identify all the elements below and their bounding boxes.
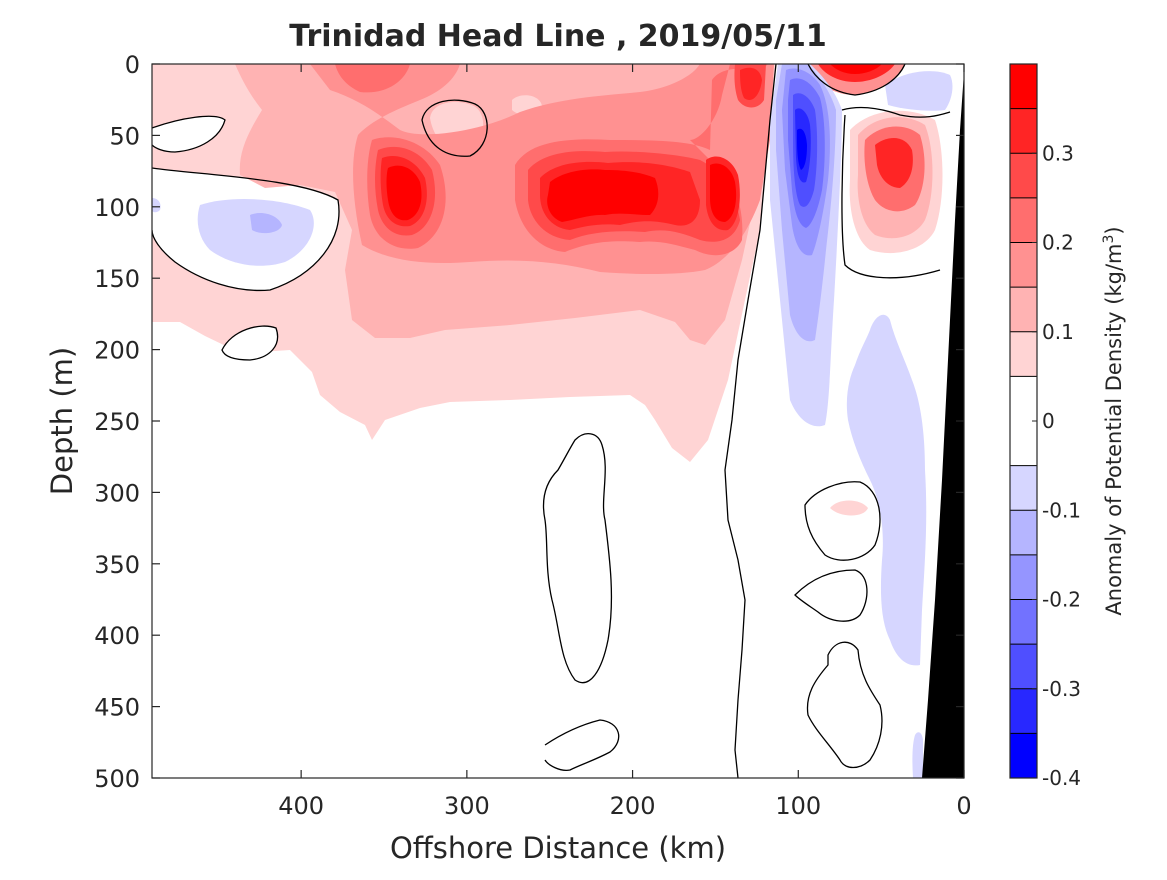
y-tick-label: 400 [94,622,140,650]
colorbar-swatch [1010,733,1037,778]
anomaly-region-neg-coast-top [885,71,953,111]
anomaly-region-coast-top-core2 [830,64,882,74]
zero-contour-8 [542,433,613,684]
colorbar-swatch [1010,197,1037,243]
x-axis: 400 300 200 100 0 [278,64,972,820]
x-tick-label: 0 [956,792,971,820]
colorbar-swatch [1010,242,1037,288]
zero-contour-2 [152,167,340,292]
zero-contour-4 [421,99,488,157]
zero-contour-12 [806,641,883,769]
colorbar-tick-label: -0.2 [1042,588,1081,612]
colorbar-swatch [1010,64,1037,109]
y-tick-label: 0 [125,51,140,79]
colorbar-swatch [1010,287,1037,332]
y-tick-label: 350 [94,551,140,579]
white-hole-4 [222,326,278,360]
y-tick-label: 100 [94,194,140,222]
colorbar-swatch [1010,108,1037,154]
colorbar-tick-label: 0.1 [1042,320,1074,344]
anomaly-region-neg-coast [846,314,927,666]
anomaly-region-neg-left3 [152,198,161,213]
zero-contour-7 [841,106,951,279]
x-tick-label: 400 [278,792,324,820]
anomaly-region-spot [830,500,868,516]
colorbar-tick-label: -0.4 [1042,766,1081,790]
zero-contour-6 [807,64,906,96]
chart-title: Trinidad Head Line , 2019/05/11 [289,19,826,54]
anomaly-region-eddy-4 [875,138,913,188]
anomaly-region-neg-bottom [912,732,923,778]
y-tick-label: 200 [94,337,140,365]
colorbar-swatch [1010,331,1037,377]
zero-contour-10 [804,481,881,561]
zero-contour-9 [544,719,620,771]
colorbar: 0.3 0.2 0.1 0 -0.1 -0.2 -0.3 -0.4 [1009,63,1081,790]
zero-contour-5 [221,325,279,361]
colorbar-tick-label: -0.1 [1042,498,1081,522]
y-tick-label: 300 [94,479,140,507]
colorbar-swatch [1010,688,1037,734]
colorbar-swatch [1010,644,1037,689]
bathymetry [922,72,964,778]
anomaly-region-pos-6 [380,67,762,231]
colorbar-label-text: Anomaly of Potential Density (kg/m [1102,244,1126,616]
colorbar-swatch [1010,465,1037,511]
colorbar-swatch [1010,599,1037,645]
colorbar-swatch [1010,153,1037,198]
anomaly-region-neg-left2 [250,213,282,234]
colorbar-tick-label: 0 [1042,409,1055,433]
colorbar-label: Anomaly of Potential Density (kg/m3) [1101,226,1126,615]
anomaly-region-neg-7 [797,128,807,170]
colorbar-tick-label: -0.3 [1042,677,1081,701]
y-axis: 0 50 100 150 200 250 300 350 400 450 500 [94,51,964,793]
y-tick-label: 150 [94,265,140,293]
zero-contour-3 [152,115,226,153]
anomaly-region-pos-7 [386,163,737,222]
colorbar-label-sup: 3 [1101,235,1117,244]
y-tick-label: 500 [94,765,140,793]
colorbar-swatch [1010,510,1037,555]
x-axis-label: Offshore Distance (km) [390,831,726,865]
x-tick-label: 300 [444,792,490,820]
x-tick-label: 100 [775,792,821,820]
y-axis-label: Depth (m) [45,347,79,495]
x-tick-label: 200 [610,792,656,820]
colorbar-swatch [1010,554,1037,600]
y-tick-label: 250 [94,408,140,436]
white-hole-2 [152,116,225,152]
zero-contour-11 [794,569,868,622]
y-tick-label: 450 [94,694,140,722]
zero-contour-1 [724,64,777,778]
zero-contours [152,64,951,778]
colorbar-tick-label: 0.3 [1042,141,1074,165]
contour-fills [152,64,953,778]
y-tick-label: 50 [109,122,140,150]
colorbar-label-end: ) [1102,226,1126,234]
anomaly-region-neg-left [197,198,314,266]
colorbar-tick-label: 0.2 [1042,231,1074,255]
